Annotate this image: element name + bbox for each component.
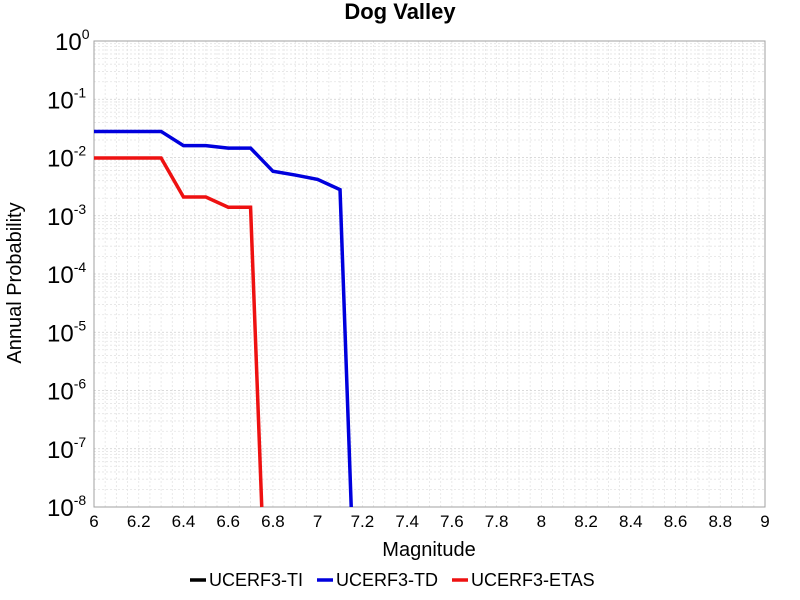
- x-tick-label: 9: [760, 512, 769, 531]
- legend-label-ucerf3-td: UCERF3-TD: [336, 570, 438, 590]
- x-tick-label: 8: [537, 512, 546, 531]
- x-tick-label: 7.8: [485, 512, 509, 531]
- y-tick-label: 10-2: [47, 143, 86, 173]
- y-axis-ticks: 100 10-1 10-2 10-3 10-4 10-5 10-6 10-7 10-8: [47, 26, 90, 522]
- legend: UCERF3-TI UCERF3-TD UCERF3-ETAS: [190, 570, 595, 590]
- y-tick-label: 100: [55, 26, 90, 56]
- x-tick-label: 7.4: [395, 512, 419, 531]
- y-tick-label: 10-5: [47, 317, 86, 347]
- plot-area: [93, 40, 766, 508]
- x-tick-label: 8.8: [708, 512, 732, 531]
- grid: [93, 41, 766, 508]
- x-tick-label: 8.2: [574, 512, 598, 531]
- legend-label-ucerf3-ti: UCERF3-TI: [209, 570, 303, 590]
- x-axis-title: Magnitude: [382, 539, 475, 561]
- y-tick-label: 10-1: [47, 84, 86, 114]
- x-tick-label: 7.6: [440, 512, 464, 531]
- y-tick-label: 10-7: [47, 434, 86, 464]
- x-tick-label: 6.4: [172, 512, 196, 531]
- y-tick-label: 10-6: [47, 376, 86, 406]
- x-tick-label: 7: [313, 512, 322, 531]
- x-tick-label: 6.8: [261, 512, 285, 531]
- series-line-ucerf3-td: [94, 129, 353, 508]
- x-axis-ticks: 6 6.2 6.4 6.6 6.8 7 7.2 7.4 7.6 7.8 8 8.2 8.4 8.6 8.8 9: [89, 512, 769, 531]
- chart-title: Dog Valley: [344, 0, 456, 24]
- legend-label-ucerf3-etas: UCERF3-ETAS: [471, 570, 595, 590]
- x-tick-label: 8.4: [619, 512, 643, 531]
- x-tick-label: 8.6: [664, 512, 688, 531]
- x-tick-label: 7.2: [351, 512, 375, 531]
- x-tick-label: 6.6: [216, 512, 240, 531]
- y-tick-label: 10-3: [47, 201, 86, 231]
- series-layer: [94, 129, 353, 508]
- y-tick-label: 10-4: [47, 259, 86, 289]
- y-tick-label: 10-8: [47, 492, 86, 522]
- series-line-ucerf3-etas: [94, 156, 264, 508]
- x-tick-label: 6: [89, 512, 98, 531]
- x-tick-label: 6.2: [127, 512, 151, 531]
- y-axis-title: Annual Probability: [4, 202, 26, 363]
